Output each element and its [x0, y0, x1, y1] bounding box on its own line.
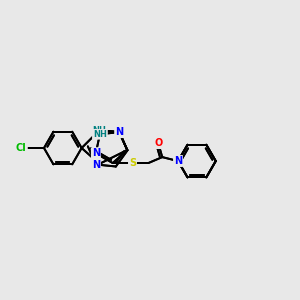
Text: N: N — [92, 148, 100, 158]
Text: S: S — [129, 158, 136, 168]
Text: NH: NH — [92, 126, 106, 135]
Text: N: N — [115, 127, 123, 137]
Text: N: N — [92, 160, 100, 170]
Text: Cl: Cl — [16, 143, 27, 153]
Text: NH: NH — [93, 130, 107, 139]
Text: N: N — [174, 156, 182, 166]
Text: O: O — [154, 138, 162, 148]
Text: S: S — [129, 158, 136, 168]
Text: NH: NH — [92, 126, 106, 135]
Text: N: N — [115, 127, 123, 137]
Text: N: N — [92, 148, 100, 158]
Text: Cl: Cl — [16, 143, 27, 153]
Text: N: N — [174, 156, 182, 166]
Text: NH: NH — [93, 130, 107, 139]
Text: N: N — [92, 160, 100, 170]
Text: O: O — [154, 138, 162, 148]
Text: Cl: Cl — [16, 143, 27, 153]
